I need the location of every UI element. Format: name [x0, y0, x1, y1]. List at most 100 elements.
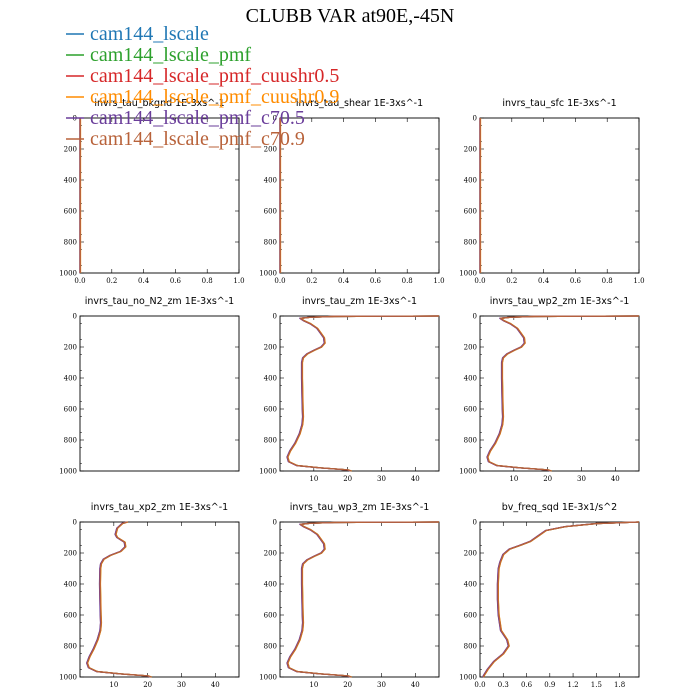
y-tick-label: 600: [464, 208, 477, 216]
x-tick-label: 0.4: [538, 277, 550, 285]
y-tick-label: 800: [264, 239, 277, 247]
series-line-5: [286, 521, 439, 678]
y-tick-label: 800: [64, 437, 77, 445]
x-tick-label: 0.0: [274, 277, 285, 285]
y-tick-label: 800: [264, 437, 277, 445]
x-tick-label: 0.2: [106, 277, 117, 285]
plot-frame: [479, 117, 640, 274]
x-tick-label: 0.8: [602, 277, 613, 285]
x-tick-label: 0.3: [498, 681, 509, 689]
y-tick-label: 0: [73, 519, 77, 527]
series-line-5: [286, 315, 439, 472]
series-line-4: [287, 315, 440, 472]
x-tick-label: 0.2: [506, 277, 517, 285]
y-tick-label: 0: [473, 115, 477, 123]
x-tick-label: 10: [509, 475, 518, 483]
y-tick-label: 600: [64, 406, 77, 414]
series-line-5: [86, 521, 151, 678]
y-tick-label: 800: [464, 437, 477, 445]
y-tick-label: 800: [64, 239, 77, 247]
series-line-4: [483, 521, 640, 678]
panel-title: invrs_tau_no_N2_zm 1E-3xs^-1: [85, 296, 234, 307]
x-tick-label: 0.9: [544, 681, 555, 689]
y-tick-label: 0: [473, 313, 477, 321]
panel-8: invrs_tau_wp3_zm 1E-3xs^-1 0 200 400 600 800 1…: [259, 502, 440, 689]
x-tick-label: 0.4: [338, 277, 350, 285]
panel-grid: invrs_tau_bkgnd 1E-3xs^-1020040060080010…: [59, 98, 644, 689]
y-tick-label: 800: [264, 643, 277, 651]
y-tick-label: 1000: [259, 468, 277, 476]
legend-entry-6: cam144_lscale_pmf_c70.9: [90, 128, 305, 150]
x-tick-label: 0.4: [138, 277, 150, 285]
series-line-3: [486, 315, 639, 472]
series-line-1: [482, 521, 640, 678]
y-tick-label: 200: [264, 344, 277, 352]
plot-frame: [279, 315, 440, 472]
x-tick-label: 1.0: [433, 277, 444, 285]
x-tick-label: 30: [377, 681, 386, 689]
series-line-6: [86, 521, 152, 678]
y-tick-label: 600: [64, 208, 77, 216]
y-tick-label: 200: [264, 146, 277, 154]
plot-frame: [279, 521, 440, 678]
x-tick-label: 40: [411, 475, 420, 483]
y-tick-label: 800: [64, 643, 77, 651]
x-tick-label: 0.8: [402, 277, 413, 285]
x-tick-label: 30: [577, 475, 586, 483]
y-tick-label: 600: [464, 406, 477, 414]
y-tick-label: 1000: [459, 468, 477, 476]
series-line-6: [482, 521, 640, 678]
x-tick-label: 0.0: [474, 277, 485, 285]
x-tick-label: 1.8: [614, 681, 625, 689]
y-tick-label: 200: [464, 550, 477, 558]
x-tick-label: 1.0: [233, 277, 244, 285]
panel-title: invrs_tau_wp3_zm 1E-3xs^-1: [290, 502, 430, 513]
y-tick-label: 400: [264, 177, 277, 185]
y-tick-label: 1000: [459, 270, 477, 278]
x-tick-label: 0.6: [570, 277, 582, 285]
y-tick-label: 200: [464, 344, 477, 352]
y-tick-label: 400: [464, 581, 477, 589]
y-tick-label: 1000: [59, 674, 77, 682]
panel-title: invrs_tau_wp2_zm 1E-3xs^-1: [490, 296, 630, 307]
series-line-6: [286, 521, 440, 678]
y-tick-label: 200: [464, 146, 477, 154]
legend-entry-3: cam144_lscale_pmf_cuushr0.5: [90, 65, 339, 87]
series-line-6: [486, 315, 640, 472]
y-tick-label: 0: [273, 115, 277, 123]
x-tick-label: 0.6: [170, 277, 182, 285]
series-line-4: [287, 521, 440, 678]
plot-frame: [479, 521, 640, 678]
y-tick-label: 200: [264, 550, 277, 558]
plot-frame: [479, 315, 640, 472]
panel-title: invrs_tau_shear 1E-3xs^-1: [296, 98, 423, 109]
y-tick-label: 800: [464, 643, 477, 651]
y-tick-label: 0: [273, 313, 277, 321]
y-tick-label: 1000: [59, 468, 77, 476]
series-line-1: [486, 315, 640, 472]
legend: cam144_lscalecam144_lscale_pmfcam144_lsc…: [66, 23, 339, 150]
y-tick-label: 0: [473, 519, 477, 527]
y-tick-label: 600: [464, 612, 477, 620]
plot-frame: [79, 521, 240, 678]
y-tick-label: 200: [64, 344, 77, 352]
x-tick-label: 0.6: [370, 277, 382, 285]
panel-4: invrs_tau_no_N2_zm 1E-3xs^-1 0 200 400 600 80…: [59, 296, 240, 476]
legend-entry-5: cam144_lscale_pmf_c70.5: [90, 107, 305, 129]
y-tick-label: 600: [264, 406, 277, 414]
panel-title: invrs_tau_zm 1E-3xs^-1: [302, 296, 417, 307]
x-tick-label: 0.0: [74, 277, 85, 285]
series-line-3: [286, 521, 439, 678]
y-tick-label: 400: [64, 581, 77, 589]
y-tick-label: 400: [64, 375, 77, 383]
series-line-2: [287, 521, 440, 678]
y-tick-label: 400: [464, 177, 477, 185]
panel-7: invrs_tau_xp2_zm 1E-3xs^-1 0 200 400 600 800 1…: [59, 502, 240, 689]
series-line-6: [286, 315, 440, 472]
panel-5: invrs_tau_zm 1E-3xs^-1 0 200 400 600 800 1000 1…: [259, 296, 440, 483]
series-line-1: [286, 315, 440, 472]
legend-entry-4: cam144_lscale_pmf_cuushr0.9: [90, 86, 339, 108]
y-tick-label: 400: [464, 375, 477, 383]
panel-2: invrs_tau_shear 1E-3xs^-1 0 200 400 600 800 10…: [259, 98, 444, 285]
series-line-2: [287, 315, 440, 472]
